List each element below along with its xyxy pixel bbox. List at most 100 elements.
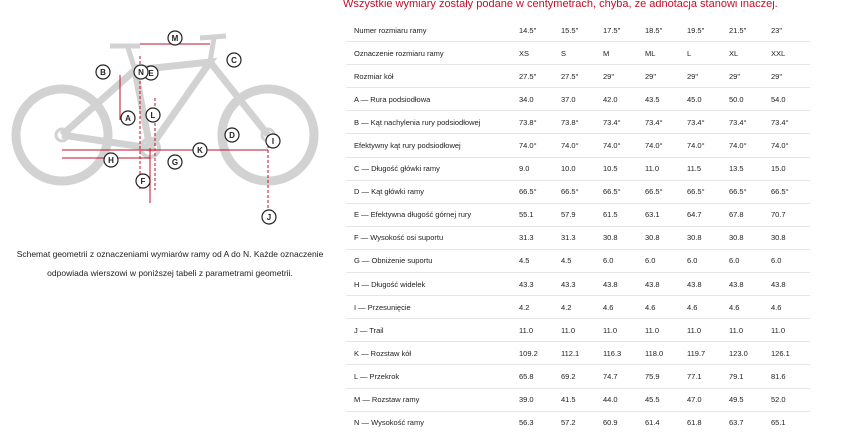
diagram-caption: Schemat geometrii z oznaczeniami wymiaró… [16,249,324,278]
table-cell: 11.5 [684,157,726,181]
table-cell: 73.4° [600,110,642,135]
table-cell: 52.0 [768,388,810,412]
table-cell: 63.7 [729,418,744,428]
table-cell: 74.0° [642,133,684,158]
table-cell: 73.4° [684,110,726,135]
marker-h: H [103,152,119,168]
table-cell: 74.7 [600,364,642,389]
table-cell: 11.0 [642,157,684,181]
row-label: J — Trail [346,318,516,343]
table-cell: 61.8 [687,418,702,428]
table-cell: 66.5° [516,180,558,204]
table-cell: 42.0 [600,87,642,112]
row-label: E — Efektywna długość górnej rury [346,203,516,227]
marker-d: D [224,127,240,143]
table-cell: 43.3 [516,272,558,297]
marker-l: L [145,107,161,123]
geometry-table: Numer rozmiaru ramy 14.5" 15.5" 17.5" 18.5" 1… [346,19,810,434]
svg-text:L: L [151,111,156,120]
table-cell: 67.8 [726,203,768,227]
table-cell: 69.2 [558,364,600,389]
svg-text:D: D [229,131,235,140]
table-cell: 66.5° [600,180,642,204]
table-cell: 54.0 [768,87,810,112]
table-cell: 29" [600,64,642,89]
table-cell: 70.7 [768,203,810,227]
table-cell: 44.0 [600,388,642,412]
table-row: E — Efektywna długość górnej rury 55.1 57.… [346,203,810,227]
table-row: F — Wysokość osi suportu 31.3 31.3 30.8 30.8… [346,226,810,250]
table-cell: 43.8 [642,272,684,297]
table-cell: S [558,41,600,66]
row-label: G — Obniżenie suportu [346,249,516,274]
table-cell: 43.8 [600,272,642,297]
row-label: M — Rozstaw ramy [346,388,516,412]
table-cell: 30.8 [684,226,726,250]
table-cell: 10.5 [600,157,642,181]
table-cell: M [600,41,642,66]
table-cell: 19.5" [684,19,726,43]
table-cell: 63.1 [642,203,684,227]
table-cell: 37.0 [558,87,600,112]
table-cell: 27.5" [558,64,600,89]
table-cell: 30.8 [642,226,684,250]
row-label: C — Długość główki ramy [346,157,516,181]
table-cell: 56.3 [519,418,534,428]
table-cell: 66.5° [726,180,768,204]
table-cell: 27.5" [516,64,558,89]
geometry-panel: A B C D E F G H I J K L M N Schemat geom… [0,0,340,437]
svg-text:A: A [125,114,131,123]
table-cell: 119.7 [684,341,726,366]
table-cell: 73.4° [642,110,684,135]
table-cell: 29" [642,64,684,89]
row-label: Numer rozmiaru ramy [346,19,516,43]
table-cell: 57.9 [558,203,600,227]
table-row: A — Rura podsiodłowa 34.0 37.0 42.0 43.5 45.0… [346,87,810,112]
table-row: K — Rozstaw kół 109.2 112.1 116.3 118.0 119.7… [346,341,810,366]
table-cell: 31.3 [516,226,558,250]
table-cell: 21.5" [726,19,768,43]
row-label: H — Długość widelek [346,272,516,297]
table-cell: 49.5 [726,388,768,412]
row-label: K — Rozstaw kół [346,341,516,366]
table-cell: 61.5 [600,203,642,227]
table-cell: 74.0° [726,133,768,158]
table-cell: 29" [684,64,726,89]
table-cell: 55.1 [516,203,558,227]
table-cell: 11.0 [600,318,642,343]
table-cell: 9.0 [516,157,558,181]
table-cell: 57.2 [561,418,576,428]
table-cell: 4.6 [684,295,726,320]
marker-f: F [135,173,151,189]
marker-a: A [120,110,136,126]
marker-k: K [192,142,208,158]
table-cell: 4.2 [558,295,600,320]
table-cell: 30.8 [726,226,768,250]
table-cell: 112.1 [558,341,600,366]
table-cell: 45.5 [642,388,684,412]
table-cell: 109.2 [516,341,558,366]
table-cell: 126.1 [768,341,810,366]
table-cell: 66.5° [684,180,726,204]
row-label: Oznaczenie rozmiaru ramy [346,41,516,66]
table-row: Efektywny kąt rury podsiodłowej 74.0° 74.0… [346,133,810,158]
table-cell: 10.0 [558,157,600,181]
table-cell: 6.0 [642,249,684,274]
table-row: D — Kąt główki ramy 66.5° 66.5° 66.5° 66.5° 6… [346,180,810,204]
svg-text:J: J [267,213,271,222]
svg-text:C: C [231,56,237,65]
table-cell: 4.6 [768,295,810,320]
table-cell: 34.0 [516,87,558,112]
table-cell: 4.2 [516,295,558,320]
bike-geometry-diagram: A B C D E F G H I J K L M N [11,30,319,225]
table-cell: 74.0° [684,133,726,158]
table-cell: L [684,41,726,66]
row-label: L — Przekrok [346,364,516,389]
table-cell: 23" [768,19,810,43]
row-label: A — Rura podsiodłowa [346,87,516,112]
table-cell: 66.5° [768,180,810,204]
table-cell: 11.0 [558,318,600,343]
table-cell: 11.0 [768,318,810,343]
row-label: D — Kąt główki ramy [346,180,516,204]
table-cell: 73.8° [516,110,558,135]
